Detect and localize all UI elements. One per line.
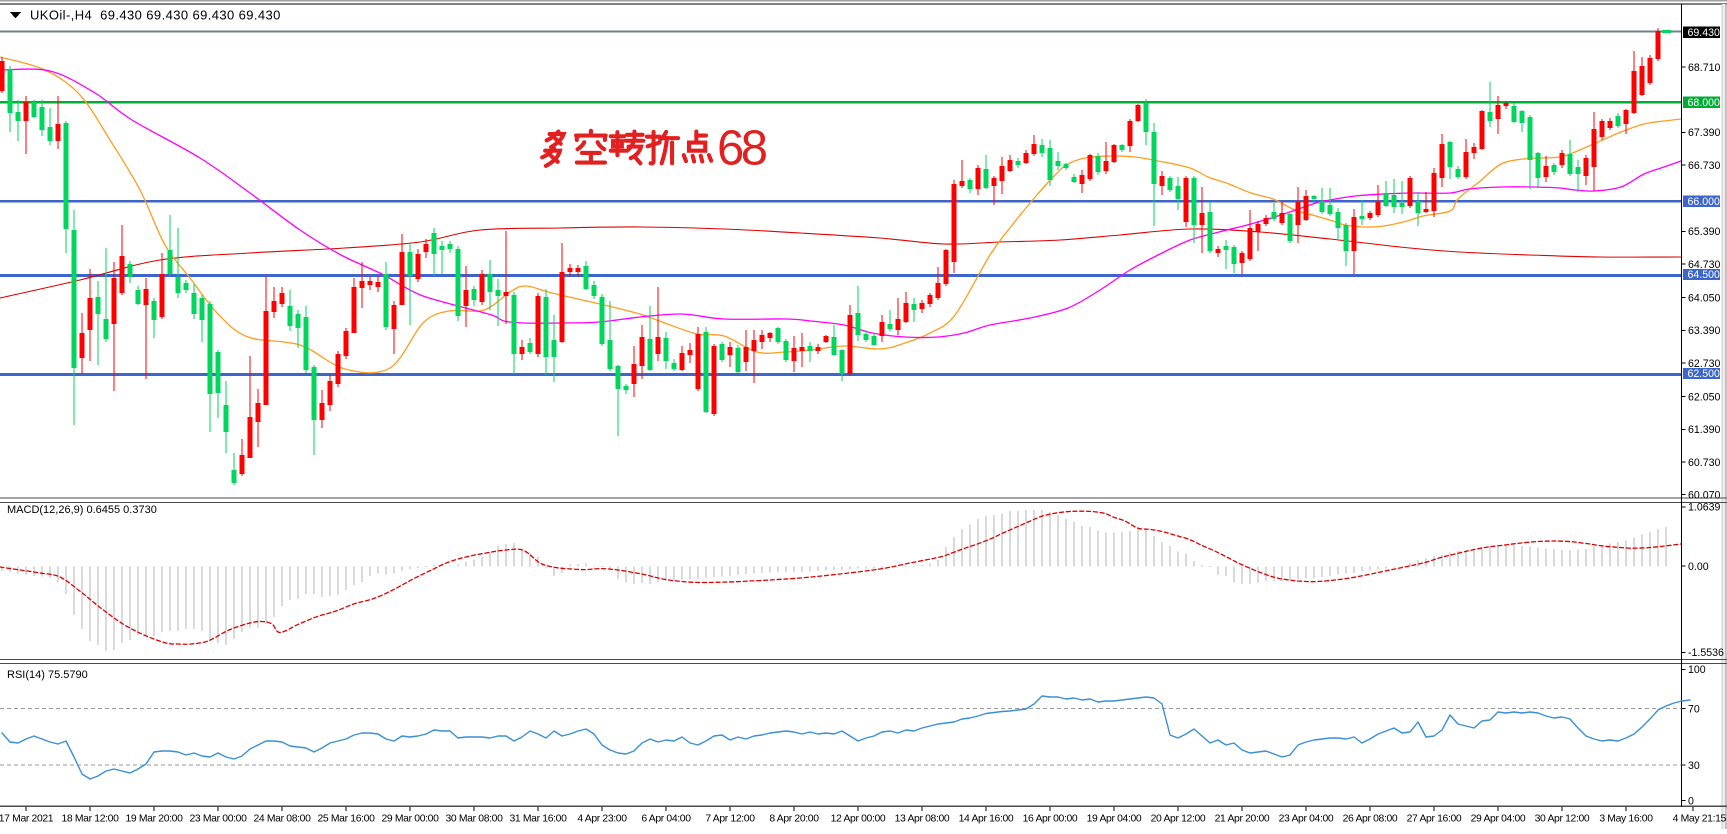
svg-text:68.000: 68.000 (1688, 97, 1721, 109)
svg-text:4 May 21:15: 4 May 21:15 (1673, 814, 1727, 825)
svg-text:7 Apr 12:00: 7 Apr 12:00 (705, 814, 755, 825)
svg-text:100: 100 (1688, 664, 1706, 676)
svg-text:64.050: 64.050 (1688, 293, 1721, 305)
svg-text:31 Mar 16:00: 31 Mar 16:00 (509, 814, 567, 825)
svg-text:24 Mar 08:00: 24 Mar 08:00 (253, 814, 311, 825)
svg-text:30 Mar 08:00: 30 Mar 08:00 (445, 814, 503, 825)
svg-text:23 Mar 00:00: 23 Mar 00:00 (189, 814, 247, 825)
svg-text:-1.5536: -1.5536 (1688, 647, 1724, 659)
svg-text:70: 70 (1688, 703, 1700, 715)
svg-text:19 Mar 20:00: 19 Mar 20:00 (125, 814, 183, 825)
svg-text:67.390: 67.390 (1688, 127, 1721, 139)
svg-text:66.000: 66.000 (1688, 196, 1721, 208)
svg-text:26 Apr 08:00: 26 Apr 08:00 (1343, 814, 1398, 825)
svg-text:0: 0 (1688, 795, 1694, 807)
svg-text:64.730: 64.730 (1688, 259, 1721, 271)
svg-text:64.500: 64.500 (1688, 269, 1721, 281)
svg-text:62.730: 62.730 (1688, 358, 1721, 370)
svg-text:4 Apr 23:00: 4 Apr 23:00 (577, 814, 627, 825)
svg-text:27 Apr 16:00: 27 Apr 16:00 (1407, 814, 1462, 825)
svg-text:16 Apr 00:00: 16 Apr 00:00 (1023, 814, 1078, 825)
svg-text:68.710: 68.710 (1688, 62, 1721, 74)
svg-text:6 Apr 04:00: 6 Apr 04:00 (641, 814, 691, 825)
svg-text:66.730: 66.730 (1688, 160, 1721, 172)
svg-text:20 Apr 12:00: 20 Apr 12:00 (1151, 814, 1206, 825)
svg-text:UKOil-,H4 69.430 69.430 69.43: UKOil-,H4 69.430 69.430 69.430 69.430 (30, 8, 281, 23)
svg-text:8 Apr 20:00: 8 Apr 20:00 (769, 814, 819, 825)
svg-text:30: 30 (1688, 760, 1700, 772)
svg-text:0.00: 0.00 (1688, 561, 1709, 573)
svg-text:MACD(12,26,9) 0.6455 0.3730: MACD(12,26,9) 0.6455 0.3730 (7, 504, 157, 516)
svg-text:13 Apr 08:00: 13 Apr 08:00 (895, 814, 950, 825)
svg-text:1.0639: 1.0639 (1688, 502, 1721, 514)
svg-text:21 Apr 20:00: 21 Apr 20:00 (1215, 814, 1270, 825)
svg-text:62.500: 62.500 (1688, 368, 1721, 380)
svg-text:62.050: 62.050 (1688, 392, 1721, 404)
svg-text:69.430: 69.430 (1688, 27, 1721, 39)
svg-text:19 Apr 04:00: 19 Apr 04:00 (1087, 814, 1142, 825)
svg-text:14 Apr 16:00: 14 Apr 16:00 (959, 814, 1014, 825)
svg-text:RSI(14) 75.5790: RSI(14) 75.5790 (7, 669, 88, 681)
svg-text:3 May 16:00: 3 May 16:00 (1599, 814, 1653, 825)
svg-text:29 Apr 04:00: 29 Apr 04:00 (1471, 814, 1526, 825)
svg-text:18 Mar 12:00: 18 Mar 12:00 (61, 814, 119, 825)
svg-text:23 Apr 04:00: 23 Apr 04:00 (1279, 814, 1334, 825)
svg-text:25 Mar 16:00: 25 Mar 16:00 (317, 814, 375, 825)
svg-text:63.390: 63.390 (1688, 325, 1721, 337)
svg-text:60.070: 60.070 (1688, 489, 1721, 501)
svg-text:61.390: 61.390 (1688, 424, 1721, 436)
svg-text:12 Apr 00:00: 12 Apr 00:00 (831, 814, 886, 825)
svg-text:68: 68 (717, 122, 768, 176)
svg-text:65.390: 65.390 (1688, 226, 1721, 238)
svg-text:17 Mar 2021: 17 Mar 2021 (0, 814, 54, 825)
svg-text:30 Apr 12:00: 30 Apr 12:00 (1535, 814, 1590, 825)
svg-text:60.730: 60.730 (1688, 457, 1721, 469)
svg-text:29 Mar 00:00: 29 Mar 00:00 (381, 814, 439, 825)
